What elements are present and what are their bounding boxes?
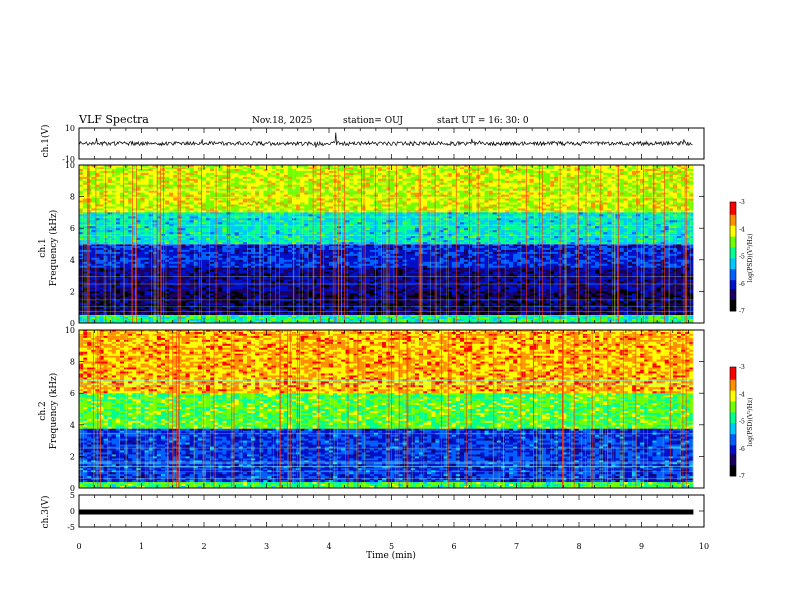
sferic-streaks bbox=[82, 165, 691, 323]
colorbar-tick-label: -7 bbox=[739, 308, 745, 315]
colorbar-tick-label: -3 bbox=[739, 364, 745, 371]
x-tick-label: 9 bbox=[639, 542, 644, 551]
ch1-spectrogram-panel bbox=[78, 164, 705, 324]
x-tick-label: 0 bbox=[76, 542, 81, 551]
ch1-spec-ylabel-2: Frequency (kHz) bbox=[48, 210, 59, 287]
colorbar-tick-label: -7 bbox=[739, 473, 745, 480]
colorbar-tick-label: -6 bbox=[739, 281, 745, 288]
y-tick-label: 8 bbox=[70, 193, 75, 202]
x-tick-label: 8 bbox=[576, 542, 581, 551]
colorbar-frame bbox=[729, 366, 737, 477]
start-time-label: start UT = 16: 30: 0 bbox=[437, 116, 529, 126]
y-tick-label: 5 bbox=[70, 491, 75, 500]
colorbar-2: -3 -4 -5 -6 -7 bbox=[729, 364, 745, 480]
ch2-spec-ylabel-2: Frequency (kHz) bbox=[48, 373, 59, 450]
y-tick-label: 4 bbox=[70, 256, 75, 265]
ch3-ylabel: ch.3(V) bbox=[40, 496, 51, 529]
y-tick-label: 8 bbox=[70, 358, 75, 367]
narrowband-lines bbox=[79, 331, 694, 479]
x-tick-label: 3 bbox=[264, 542, 269, 551]
colorbar2-label: log(PSD)(V²/Hz) bbox=[747, 398, 754, 447]
colorbar-tick-label: -5 bbox=[739, 254, 745, 261]
colorbar-1: -3 -4 -5 -6 -7 bbox=[729, 199, 745, 315]
ch3-waveform-line bbox=[79, 509, 694, 515]
date-label: Nov.18, 2025 bbox=[252, 116, 313, 126]
spectrogram-cells bbox=[79, 330, 694, 489]
x-tick-label: 6 bbox=[451, 542, 456, 551]
x-tick-label: 4 bbox=[326, 542, 331, 551]
x-tick-label: 10 bbox=[699, 542, 709, 551]
figure-title: VLF Spectra bbox=[78, 113, 149, 126]
colorbar-tick-label: -3 bbox=[739, 199, 745, 206]
y-tick-label: 0 bbox=[70, 484, 75, 493]
y-tick-label: -5 bbox=[67, 523, 75, 532]
ch1-waveform-line bbox=[78, 132, 693, 148]
colorbars: -3 -4 -5 -6 -7 -3 -4 -5 -6 -7 bbox=[729, 199, 745, 480]
no-data-region bbox=[693, 165, 704, 323]
y-tick-label: 6 bbox=[70, 224, 75, 233]
y-tick-label: 4 bbox=[70, 421, 75, 430]
colorbar-tick-label: -5 bbox=[739, 419, 745, 426]
x-tick-label: 7 bbox=[514, 542, 519, 551]
ch2-spec-ylabel-1: ch.2 bbox=[38, 401, 48, 420]
no-data-region bbox=[693, 330, 704, 488]
y-tick-label: 2 bbox=[70, 452, 75, 461]
y-tick-label: 10 bbox=[65, 161, 75, 170]
y-tick-label: -10 bbox=[62, 155, 75, 164]
x-tick-label: 2 bbox=[201, 542, 206, 551]
y-tick-label: 6 bbox=[70, 389, 75, 398]
ch1-spec-ylabel-1: ch.1 bbox=[38, 238, 48, 257]
y-tick-label: 0 bbox=[70, 507, 75, 516]
y-tick-label: 10 bbox=[65, 124, 75, 133]
colorbar-tick-label: -4 bbox=[739, 391, 745, 398]
colorbar-tick-label: -6 bbox=[739, 446, 745, 453]
y-tick-label: 0 bbox=[70, 319, 75, 328]
y-tick-label: 2 bbox=[70, 287, 75, 296]
y-tick-label: 10 bbox=[65, 326, 75, 335]
x-tick-label: 5 bbox=[389, 542, 394, 551]
colorbar1-label: log(PSD)(V²/Hz) bbox=[747, 234, 754, 283]
colorbar-frame bbox=[729, 201, 737, 312]
ch1-ylabel: ch.1(V) bbox=[40, 125, 51, 158]
station-label: station= OUJ bbox=[343, 116, 403, 126]
x-axis-label: Time (min) bbox=[366, 550, 416, 561]
ch2-spectrogram-panel bbox=[78, 329, 705, 489]
colorbar-tick-label: -4 bbox=[739, 226, 745, 233]
x-tick-label: 1 bbox=[139, 542, 144, 551]
